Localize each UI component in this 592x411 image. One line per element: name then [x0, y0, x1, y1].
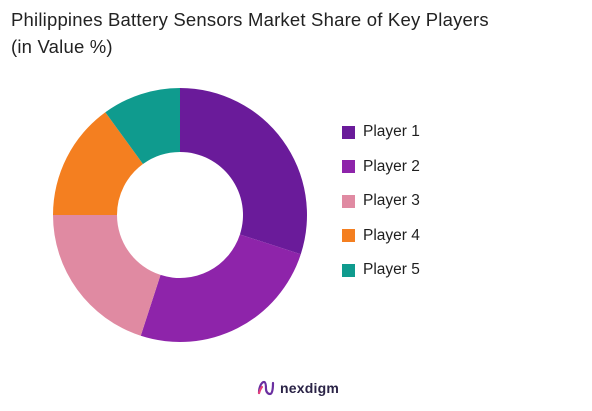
brand-name: nexdigm: [280, 380, 339, 396]
legend-swatch: [342, 125, 355, 139]
chart-title-line-2: (in Value %): [11, 36, 113, 57]
donut-slice-player-3: [53, 215, 161, 336]
legend-label: Player 5: [363, 261, 420, 278]
legend-swatch: [342, 263, 355, 277]
legend-item-player-2: Player 2: [342, 157, 420, 177]
legend-item-player-3: Player 3: [342, 191, 420, 211]
chart-title-line-1: Philippines Battery Sensors Market Share…: [11, 9, 489, 30]
donut-slice-player-1: [180, 88, 307, 255]
legend-label: Player 3: [363, 192, 420, 209]
nexdigm-logo-icon: [257, 380, 275, 396]
legend-item-player-1: Player 1: [342, 122, 420, 142]
brand-footer: nexdigm: [256, 377, 339, 399]
legend-label: Player 2: [363, 157, 420, 175]
donut-slice-player-4: [53, 112, 143, 215]
legend-label: Player 1: [363, 123, 420, 140]
donut-slice-player-5: [105, 88, 180, 165]
legend-swatch: [342, 160, 355, 173]
legend-item-player-5: Player 5: [342, 260, 420, 280]
legend-swatch: [342, 229, 355, 242]
chart-title: Philippines Battery Sensors Market Share…: [11, 6, 586, 60]
legend-label: Player 4: [363, 226, 420, 244]
legend-item-player-4: Player 4: [342, 226, 420, 246]
donut-slice-player-2: [140, 234, 301, 342]
legend-swatch: [342, 194, 355, 208]
